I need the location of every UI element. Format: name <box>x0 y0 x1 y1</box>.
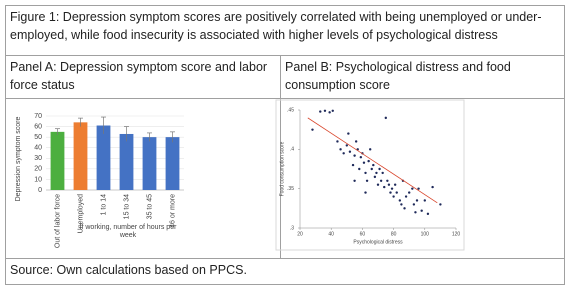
x-tick-label: 20 <box>297 231 303 237</box>
x-tick-label: 80 <box>391 231 397 237</box>
point <box>362 161 366 164</box>
y-tick-label: 70 <box>34 113 42 120</box>
bar <box>73 122 88 190</box>
y-tick-label: 50 <box>34 134 42 141</box>
point <box>384 116 387 120</box>
point <box>389 191 392 194</box>
point <box>411 187 414 190</box>
y-axis-title: Food consumption score <box>279 141 285 196</box>
point <box>339 148 342 151</box>
point <box>353 154 356 157</box>
x-tick-label: 100 <box>421 231 430 237</box>
point <box>364 171 367 175</box>
point <box>351 163 355 167</box>
point <box>412 203 416 206</box>
x-tick-label: 15 to 34 <box>123 194 130 219</box>
point <box>423 199 426 202</box>
point <box>431 185 434 189</box>
point <box>372 163 375 167</box>
point <box>323 109 327 112</box>
x-axis-title: If working, number of hours per week <box>79 224 177 239</box>
bar <box>142 137 157 190</box>
point <box>319 110 322 113</box>
point <box>353 179 356 182</box>
point <box>415 199 419 202</box>
bar <box>119 133 134 190</box>
chart-a: 0 10 20 30 40 50 60 70 Depression symptom score O… <box>15 113 184 248</box>
point <box>369 148 372 151</box>
point <box>392 195 395 198</box>
bar <box>165 137 180 190</box>
point <box>358 167 361 171</box>
point <box>378 167 381 171</box>
point <box>420 209 423 212</box>
point <box>365 179 369 182</box>
source: Source: Own calculations based on PPCS. <box>5 258 565 285</box>
y-tick-label: .4 <box>290 147 294 153</box>
bar <box>50 131 65 190</box>
bar <box>96 125 111 190</box>
point <box>395 191 398 194</box>
point <box>331 109 334 112</box>
point <box>347 132 350 135</box>
point <box>345 144 348 147</box>
point <box>439 203 442 206</box>
point <box>379 179 383 182</box>
point <box>383 185 386 189</box>
point <box>381 171 384 175</box>
point <box>393 183 397 186</box>
y-tick-label: 0 <box>38 187 42 194</box>
point <box>404 195 408 198</box>
y-tick-label: .45 <box>287 107 294 113</box>
point <box>417 187 420 190</box>
x-tick-label: 46 or more <box>169 194 176 228</box>
point <box>336 140 339 143</box>
x-axis-title: Psychological distress <box>353 239 403 245</box>
x-tick-label: Unemployed <box>77 194 84 233</box>
point <box>364 191 367 194</box>
panel-a-title: Panel A: Depression symptom score and la… <box>5 55 281 99</box>
point <box>342 152 345 155</box>
caption: Figure 1: Depression symptom scores are … <box>5 5 565 56</box>
y-tick-label: 20 <box>34 166 42 173</box>
point <box>390 187 394 190</box>
point <box>359 156 363 159</box>
y-tick-label: 60 <box>34 123 42 130</box>
x-tick-label: 35 to 45 <box>146 194 153 219</box>
point <box>328 111 331 114</box>
y-tick-label: .3 <box>290 225 294 231</box>
x-tick-label: 60 <box>360 231 366 237</box>
y-tick-label: 40 <box>34 145 42 152</box>
point <box>414 211 417 214</box>
point <box>311 128 314 131</box>
x-tick-label: 40 <box>328 231 334 237</box>
point <box>426 212 430 216</box>
point <box>403 207 406 210</box>
point <box>375 171 378 175</box>
point <box>400 203 403 206</box>
x-tick-label: Out of labor force <box>54 194 61 248</box>
x-tick-label: 1 to 14 <box>100 194 107 216</box>
point <box>387 183 391 186</box>
point <box>386 179 389 182</box>
chart-b: .3 .35 .4 .45 20 40 60 80 100 120 Psychological di… <box>275 99 465 251</box>
point <box>354 140 358 143</box>
point <box>373 175 377 179</box>
trend-line <box>307 117 438 204</box>
panel-b-title: Panel B: Psychological distress and food… <box>280 55 565 99</box>
point <box>376 183 380 186</box>
point <box>367 159 370 163</box>
point <box>348 150 352 153</box>
point <box>408 191 411 194</box>
y-axis-title: Depression symptom score <box>15 116 22 201</box>
y-tick-label: .35 <box>287 186 294 192</box>
chart-border <box>275 99 465 251</box>
y-tick-label: 10 <box>34 176 42 183</box>
point <box>370 167 373 171</box>
x-tick-label: 120 <box>452 231 461 237</box>
point <box>398 199 402 202</box>
y-tick-label: 30 <box>34 155 42 162</box>
